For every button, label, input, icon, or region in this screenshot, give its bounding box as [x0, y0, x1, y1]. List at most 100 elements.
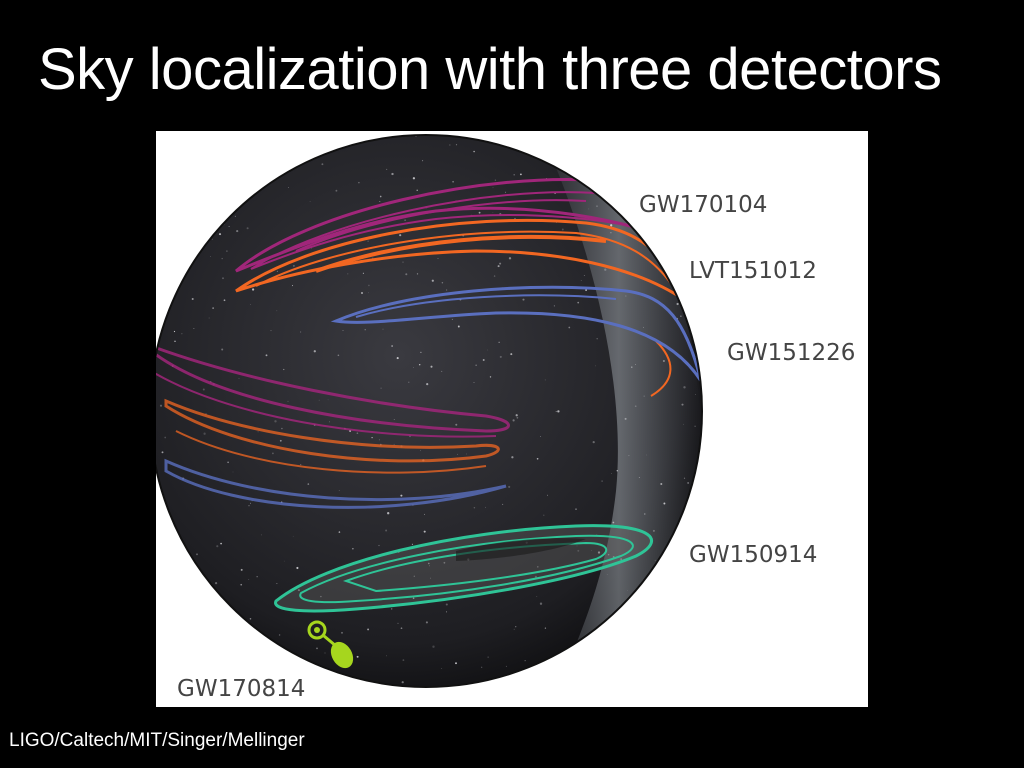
star: [489, 376, 492, 378]
star: [240, 151, 241, 153]
star: [508, 257, 512, 260]
star: [662, 359, 665, 363]
star: [604, 268, 607, 271]
star: [687, 219, 690, 221]
star: [177, 244, 179, 246]
star: [211, 611, 214, 614]
star: [181, 333, 183, 335]
star: [386, 168, 388, 170]
star: [270, 330, 272, 332]
star: [324, 652, 326, 654]
star: [352, 548, 354, 550]
star: [555, 410, 557, 413]
star: [426, 383, 429, 386]
star: [212, 307, 214, 309]
star: [493, 275, 496, 277]
star: [690, 293, 691, 295]
star: [596, 205, 598, 207]
star: [221, 348, 224, 351]
star: [379, 200, 381, 203]
star: [553, 305, 556, 307]
star: [243, 158, 246, 161]
star: [257, 664, 260, 667]
star: [330, 146, 332, 148]
star: [246, 227, 249, 230]
star: [378, 544, 380, 547]
star: [313, 350, 316, 353]
star: [589, 139, 592, 141]
star: [169, 578, 172, 581]
star: [676, 302, 679, 306]
star: [621, 636, 624, 639]
star: [499, 262, 502, 265]
star: [238, 377, 240, 379]
star: [228, 225, 230, 227]
star: [240, 583, 243, 586]
star: [473, 382, 475, 383]
star: [428, 565, 431, 567]
star: [643, 395, 645, 397]
star: [318, 399, 320, 401]
star: [482, 359, 485, 361]
star: [423, 530, 426, 533]
star: [664, 158, 667, 161]
star: [360, 291, 364, 295]
star: [556, 661, 558, 663]
star: [283, 560, 285, 562]
star: [196, 553, 198, 556]
star: [445, 289, 448, 291]
star: [158, 604, 160, 606]
star: [412, 597, 415, 600]
star: [680, 315, 682, 317]
star: [646, 454, 648, 456]
star: [605, 645, 607, 647]
star: [235, 657, 238, 660]
star: [320, 595, 322, 598]
star: [441, 370, 443, 372]
star: [457, 325, 460, 328]
star: [202, 388, 205, 391]
star: [393, 419, 395, 420]
star: [693, 496, 696, 499]
star: [158, 218, 161, 220]
star: [371, 436, 373, 439]
star: [495, 695, 497, 697]
star: [188, 192, 190, 194]
star: [642, 326, 645, 328]
star: [585, 289, 587, 291]
star: [191, 297, 194, 301]
star: [445, 603, 448, 606]
star: [249, 303, 251, 305]
star: [193, 327, 195, 329]
star: [638, 476, 640, 478]
star: [441, 282, 444, 284]
star: [300, 331, 302, 333]
star: [546, 494, 549, 496]
star: [522, 298, 525, 301]
star: [422, 160, 424, 162]
star: [216, 545, 219, 548]
star: [588, 144, 591, 146]
star: [696, 501, 699, 504]
star: [588, 208, 590, 210]
star: [249, 502, 252, 504]
star: [239, 132, 241, 134]
label-gw170104: GW170104: [639, 192, 768, 218]
star: [400, 494, 403, 497]
star: [654, 559, 656, 561]
star: [691, 231, 693, 233]
star: [257, 431, 259, 433]
star: [223, 299, 226, 302]
star: [356, 655, 359, 658]
star: [515, 626, 517, 628]
star: [274, 420, 277, 423]
star: [185, 256, 187, 258]
star: [309, 201, 311, 202]
star: [612, 521, 615, 524]
star: [191, 212, 193, 214]
star: [437, 258, 439, 259]
star: [412, 177, 416, 180]
star: [230, 149, 232, 151]
star: [631, 633, 634, 636]
star: [643, 147, 645, 149]
